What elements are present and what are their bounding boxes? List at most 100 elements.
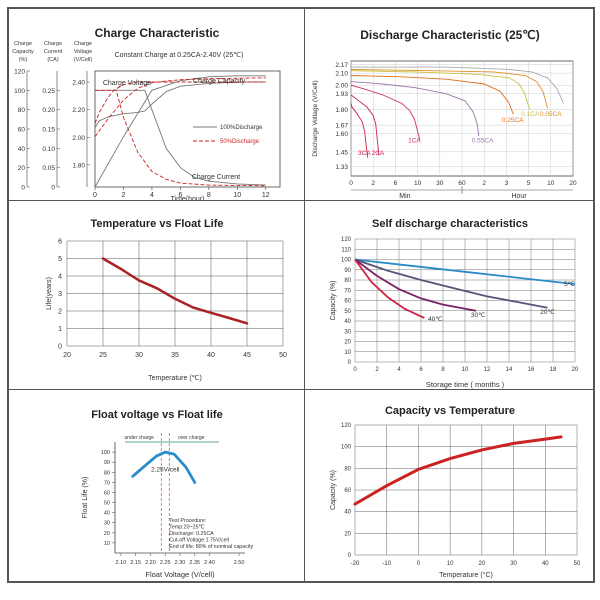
y-tick-label: 1.67 <box>335 123 348 130</box>
y-tick-label: 40 <box>344 510 351 516</box>
series-line <box>94 77 266 137</box>
y-tick-label: 100 <box>14 88 25 95</box>
x-tick-label: 12 <box>484 367 491 373</box>
x-tick-label: 16 <box>528 367 535 373</box>
axis-label-line: Charge <box>74 41 92 47</box>
y-tick-label: 2.17 <box>335 62 348 69</box>
y-tick-label: 80 <box>104 470 110 476</box>
y-tick-label: 0 <box>51 185 55 192</box>
center-label: 2.25V/cell <box>151 466 180 473</box>
discharge-characteristic-chart: Discharge Characteristic (25℃) 0 2 6 10 30 60 2… <box>312 28 577 200</box>
panel-charge-characteristic: Charge Characteristic Constant Charge at … <box>8 8 305 201</box>
annotation-charge-capacity: Charge Capacity <box>193 78 246 85</box>
x-axis-label: Temperature (℃) <box>148 375 202 382</box>
y-tick-label: 20 <box>344 531 351 537</box>
series-label: 0.05CA <box>540 111 562 118</box>
x-tick-label: 30 <box>510 561 517 567</box>
x-group-label-hour: Hour <box>511 193 527 200</box>
chart-title: Self discharge characteristics <box>372 218 528 230</box>
x-tick-label: 2 <box>482 180 486 187</box>
x-tick-label: 60 <box>458 180 466 187</box>
y-tick-label: 0.10 <box>42 146 55 153</box>
x-tick-label: 35 <box>171 352 179 359</box>
procedure-line: Cut-off Voltage 1.75V/cell <box>169 538 229 544</box>
x-tick-label: 6 <box>178 192 182 199</box>
y-tick-label: 0.20 <box>42 107 55 114</box>
x-tick-label: 40 <box>542 561 549 567</box>
y-tick-label: 100 <box>341 445 352 451</box>
x-tick-label: 2.50 <box>234 560 245 566</box>
series-label: 0.25CA <box>502 117 524 124</box>
series-label: 1CA <box>408 138 421 145</box>
x-tick-label: 2 <box>122 192 126 199</box>
x-tick-label: 10 <box>414 180 422 187</box>
y-tick-label: 50 <box>344 309 351 315</box>
y-tick-label: 10 <box>104 541 110 547</box>
y-tick-label: 0 <box>58 344 62 351</box>
x-tick-label: 2.30 <box>175 560 186 566</box>
y-tick-label: 1.45 <box>335 149 348 156</box>
y-tick-label: 6 <box>58 239 62 246</box>
y-tick-label: 60 <box>344 299 351 305</box>
legend-item: 50%Discharge <box>220 139 260 145</box>
x-tick-label: 5 <box>527 180 531 187</box>
x-tick-label: 14 <box>506 367 513 373</box>
x-tick-label: 45 <box>243 352 251 359</box>
y-tick-label: 30 <box>344 329 351 335</box>
y-tick-label: 80 <box>344 466 351 472</box>
capacity-vs-temperature-chart: Capacity vs Temperature -20 -10 0 10 20 30 40 50… <box>330 405 581 579</box>
x-tick-label: 20 <box>479 561 486 567</box>
series-line <box>350 81 480 137</box>
y-tick-label: 50 <box>104 501 110 507</box>
panel-float-voltage-vs-float-life: Float voltage vs Float life 2.10 2.15 2.20 2… <box>8 389 305 582</box>
series-label: 0.1CA <box>521 111 540 118</box>
series-line <box>354 258 425 319</box>
y-axis-label: Discharge Voltage (V/Cell) <box>312 80 319 156</box>
annotation-charge-current: Charge Current <box>192 174 240 181</box>
series-label: 2CA <box>372 150 385 157</box>
series-label: 40℃ <box>428 316 443 323</box>
series-line <box>94 81 266 128</box>
x-tick-label: 2 <box>375 367 379 373</box>
axis-label-line: Charge <box>44 41 62 47</box>
series-line <box>354 258 477 312</box>
x-tick-label: 6 <box>394 180 398 187</box>
x-tick-label: 10 <box>447 561 454 567</box>
x-axis-label: Time(hour) <box>171 196 205 201</box>
y-tick-label: 5 <box>58 256 62 263</box>
x-tick-label: 40 <box>207 352 215 359</box>
y-tick-label: 60 <box>104 490 110 496</box>
x-tick-label: 3 <box>505 180 509 187</box>
y-tick-label: 40 <box>344 319 351 325</box>
y-tick-label: 40 <box>18 146 26 153</box>
x-tick-label: 4 <box>397 367 401 373</box>
series-line <box>95 89 266 187</box>
x-tick-label: 2.10 <box>116 560 127 566</box>
y-tick-label: 70 <box>104 480 110 486</box>
procedure-line: Test Procedure: <box>169 518 206 524</box>
y-tick-label: 60 <box>344 488 351 494</box>
x-tick-label: -10 <box>382 561 391 567</box>
x-tick-label: 2.40 <box>204 560 215 566</box>
y-tick-label: 10 <box>344 350 351 356</box>
axis-label-line: Capacity <box>12 49 34 55</box>
self-discharge-chart: Self discharge characteristics 0 2 4 6 8 10 12 1… <box>330 218 579 389</box>
region-label-under: under charge <box>124 435 154 441</box>
procedure-line: Temp:20~25℃ <box>169 525 204 531</box>
x-group-label-min: Min <box>399 193 410 200</box>
y-tick-label: 4 <box>58 274 62 281</box>
y-tick-label: 1.80 <box>72 162 85 169</box>
y-tick-label: 20 <box>344 340 351 346</box>
x-tick-label: 10 <box>233 192 241 199</box>
x-tick-label: 0 <box>349 180 353 187</box>
series-line <box>94 75 266 188</box>
x-axis-label: Float Voltage (V/cell) <box>145 570 215 579</box>
series-line <box>350 84 421 140</box>
series-label: 3CA <box>358 150 371 157</box>
x-tick-label: 2.15 <box>130 560 141 566</box>
y-tick-label: 90 <box>104 460 110 466</box>
series-label: 30℃ <box>471 312 486 319</box>
series-label: 20℃ <box>540 309 555 316</box>
series-line <box>350 70 531 110</box>
procedure-line: Discharge: 0.25CA <box>169 531 214 537</box>
